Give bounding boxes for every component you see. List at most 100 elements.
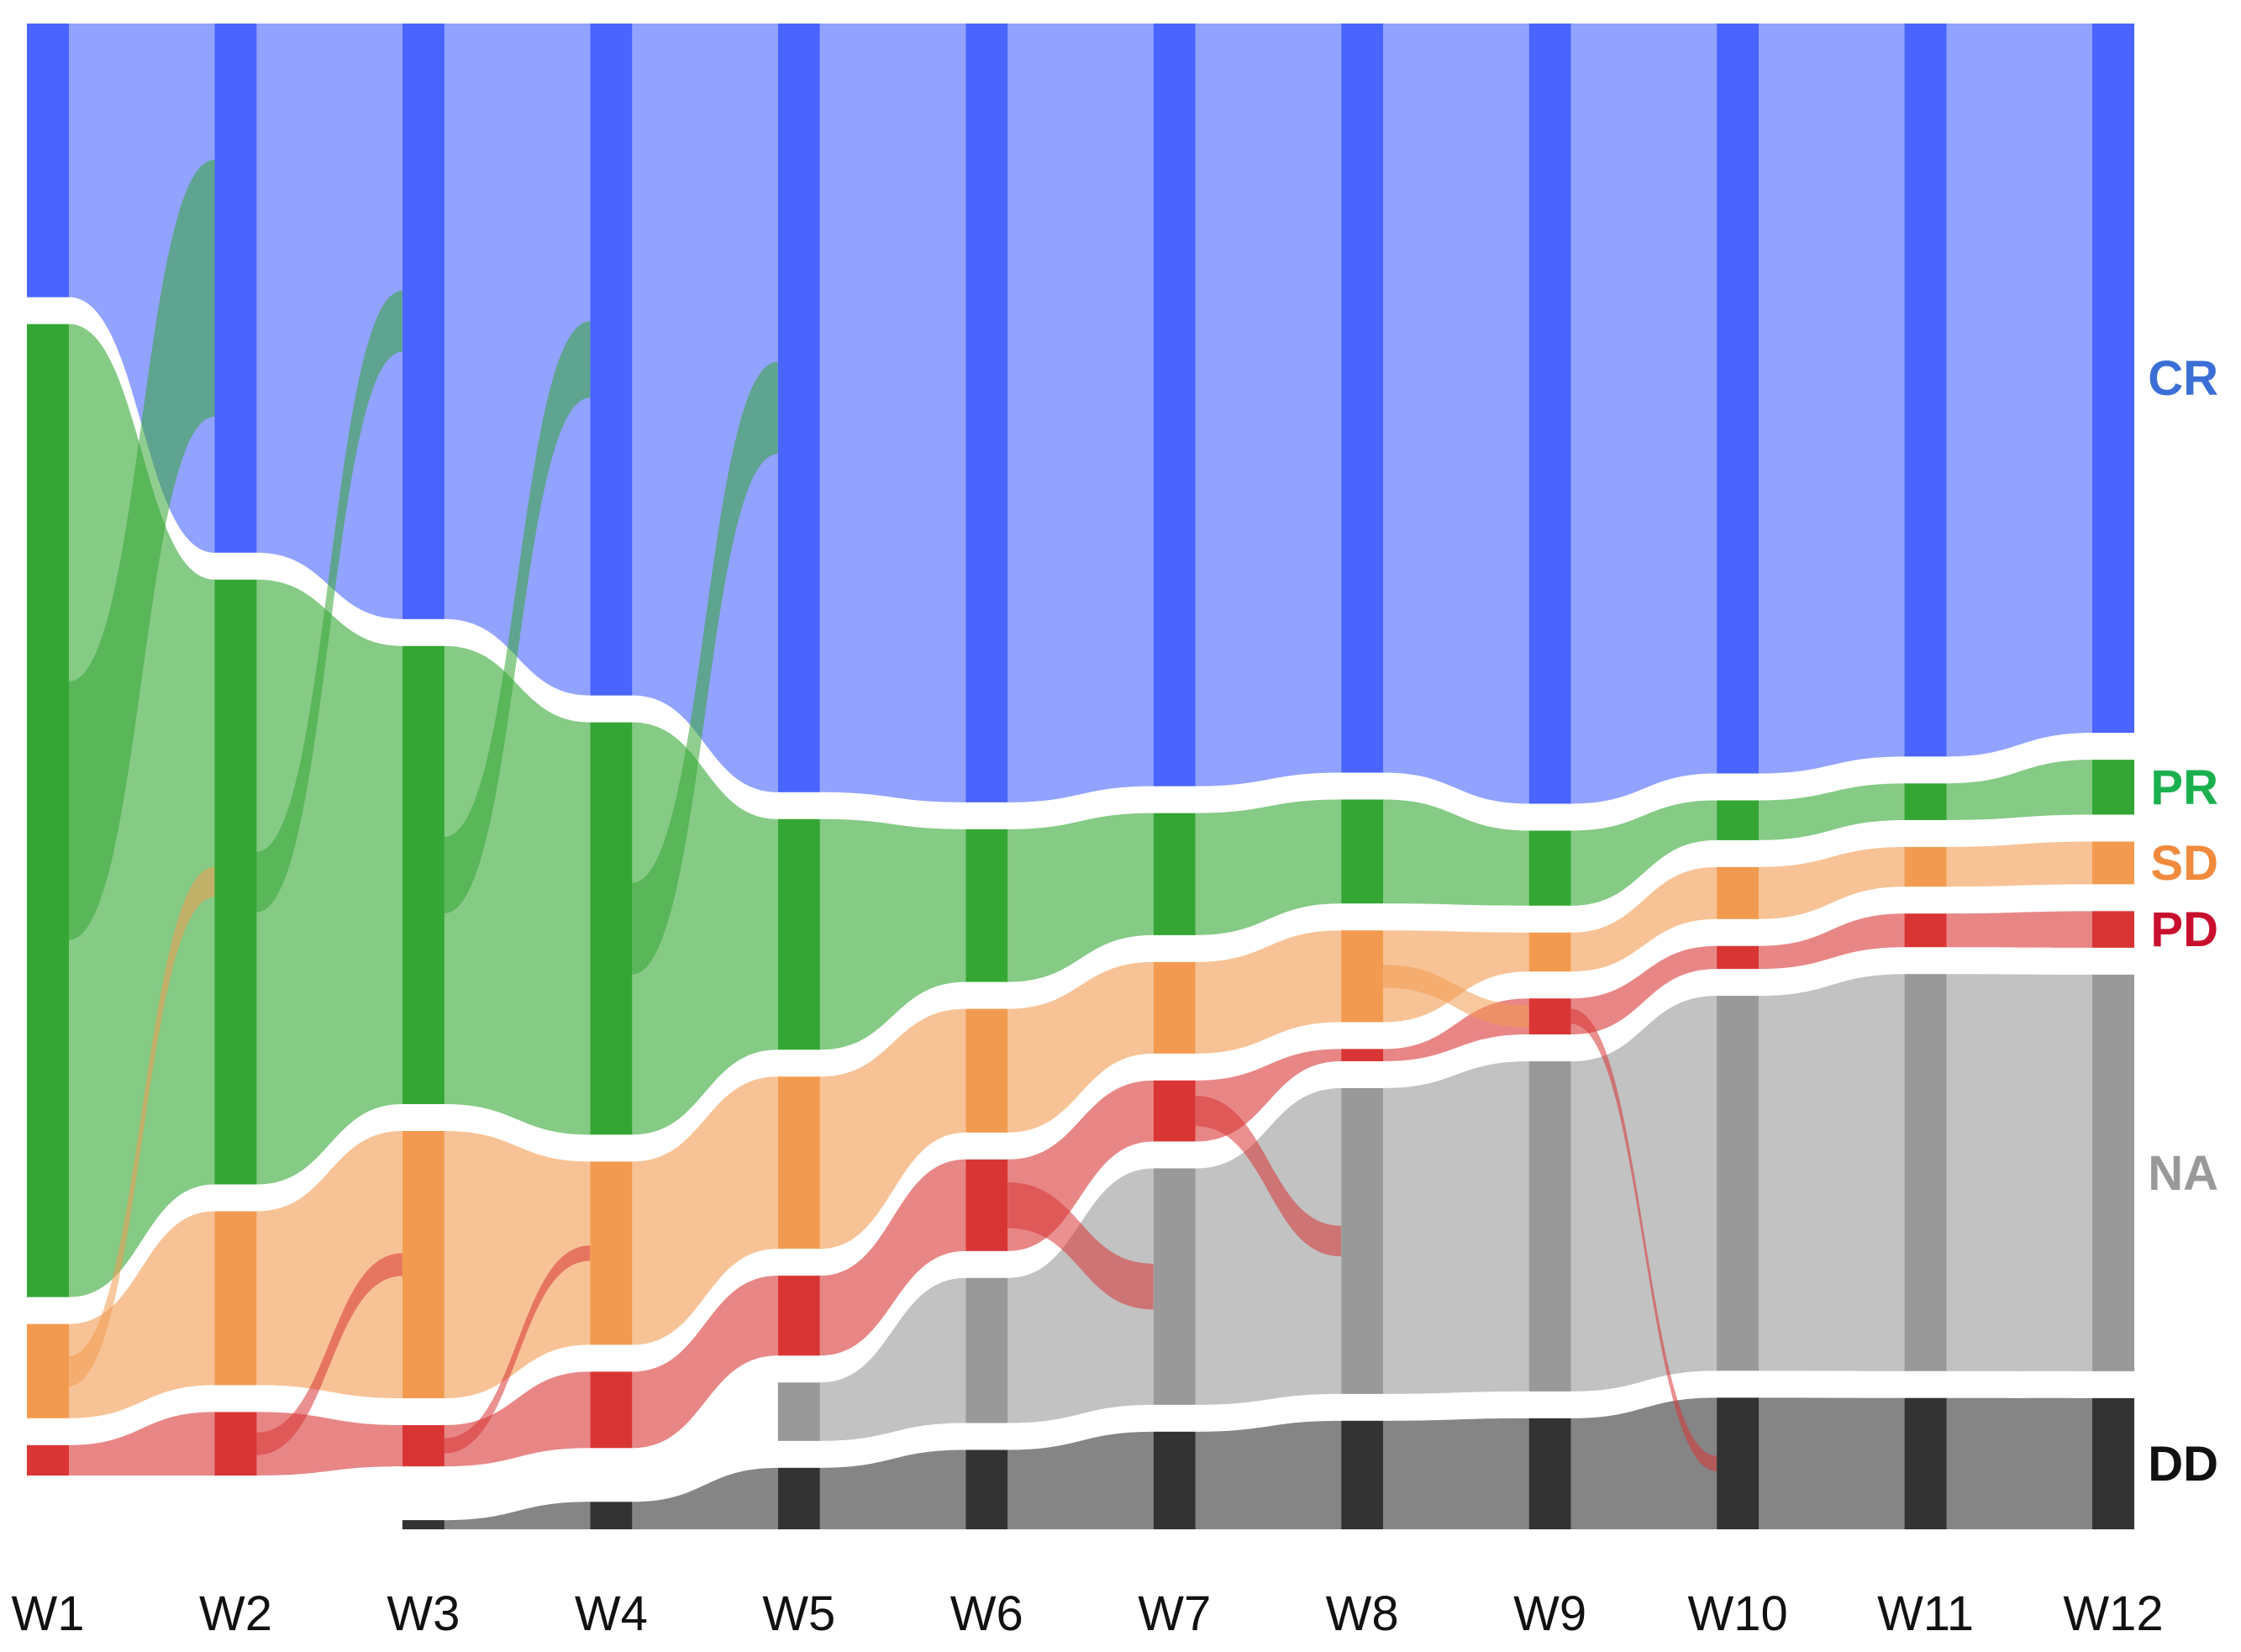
node-cr-w6 (965, 24, 1008, 802)
state-label-pd: PD (2150, 902, 2218, 957)
band-pd-w5 (819, 1159, 966, 1356)
node-pd-w8 (1341, 1049, 1384, 1061)
band-pr-w7 (1195, 799, 1342, 935)
flow-pd-to-dd-w9 (1570, 1008, 1718, 1471)
band-pr-w6 (1007, 813, 1154, 982)
band-sd-w7 (1195, 930, 1342, 1054)
node-sd-w3 (402, 1130, 445, 1399)
flow-pr-to-cr-w1 (69, 159, 215, 940)
node-pd-w4 (590, 1371, 633, 1449)
node-pd-w6 (965, 1159, 1008, 1251)
band-pr-w11 (1946, 760, 2092, 820)
node-dd-w8 (1341, 1420, 1384, 1529)
node-na-w11 (1904, 974, 1947, 1371)
band-pr-w3 (444, 645, 591, 1135)
week-label-w10: W10 (1687, 1586, 1787, 1641)
state-label-pr: PR (2150, 760, 2218, 815)
node-pd-w7 (1153, 1080, 1196, 1142)
node-cr-w2 (214, 24, 257, 553)
node-sd-w10 (1717, 866, 1760, 919)
state-label-cr: CR (2148, 351, 2218, 406)
band-pr-w1 (69, 324, 215, 1297)
band-cr-w5 (819, 24, 966, 802)
node-cr-w1 (27, 24, 69, 297)
node-dd-w5 (777, 1467, 820, 1529)
band-sd-w11 (1946, 841, 2092, 887)
node-dd-w6 (965, 1449, 1008, 1529)
node-pd-w2 (214, 1412, 257, 1476)
week-label-w3: W3 (387, 1586, 460, 1641)
node-sd-w1 (27, 1323, 69, 1418)
flow-pd-to-na-w6 (1007, 1182, 1154, 1310)
state-label-sd: SD (2150, 836, 2218, 891)
band-cr-w4 (632, 24, 778, 792)
week-label-w8: W8 (1326, 1586, 1399, 1641)
band-na-w6 (1007, 1168, 1154, 1423)
node-cr-w11 (1904, 24, 1947, 757)
node-pr-w7 (1153, 813, 1196, 935)
node-pd-w11 (1904, 913, 1947, 948)
flow-pr-to-cr-w4 (632, 361, 778, 975)
node-pr-w3 (402, 645, 445, 1104)
band-sd-w1 (69, 1211, 215, 1418)
node-dd-w9 (1528, 1418, 1571, 1529)
node-na-w5 (777, 1382, 820, 1441)
node-pd-w9 (1528, 998, 1571, 1035)
node-dd-w7 (1153, 1431, 1196, 1529)
node-sd-w5 (777, 1076, 820, 1250)
week-label-w1: W1 (12, 1586, 85, 1641)
band-cr-w9 (1570, 24, 1718, 804)
node-pr-w1 (27, 324, 69, 1297)
band-cr-w6 (1007, 24, 1154, 802)
node-sd-w7 (1153, 961, 1196, 1054)
band-dd-w11 (1946, 1397, 2092, 1529)
band-na-w8 (1383, 1061, 1529, 1394)
flow-pd-to-na-w7 (1195, 1095, 1342, 1257)
band-pr-w4 (632, 722, 778, 1135)
band-dd-w8 (1383, 1418, 1529, 1529)
node-sd-w8 (1341, 930, 1384, 1023)
band-pd-w4 (632, 1276, 778, 1449)
node-pd-w5 (777, 1276, 820, 1356)
node-pr-w4 (590, 722, 633, 1135)
node-pr-w12 (2092, 760, 2134, 815)
node-cr-w4 (590, 24, 633, 696)
band-sd-w2 (256, 1130, 402, 1399)
band-pd-w3 (444, 1371, 591, 1467)
band-dd-w6 (1007, 1431, 1154, 1529)
band-sd-w4 (632, 1076, 778, 1345)
node-sd-w9 (1528, 932, 1571, 972)
band-na-w7 (1195, 1087, 1342, 1405)
node-pr-w11 (1904, 783, 1947, 820)
week-label-w6: W6 (950, 1586, 1023, 1641)
band-dd-w4 (632, 1467, 778, 1529)
flow-layer (69, 24, 2092, 1529)
band-pd-w9 (1570, 945, 1718, 1035)
node-dd-w12 (2092, 1397, 2134, 1529)
band-pr-w8 (1383, 799, 1529, 906)
node-pr-w5 (777, 818, 820, 1050)
week-label-w5: W5 (762, 1586, 835, 1641)
band-na-w11 (1946, 974, 2092, 1371)
node-na-w7 (1153, 1168, 1196, 1405)
node-dd-w3 (402, 1520, 445, 1529)
band-pd-w11 (1946, 911, 2092, 948)
band-cr-w3 (444, 24, 591, 696)
band-na-w5 (819, 1277, 966, 1441)
node-pr-w10 (1717, 800, 1760, 840)
node-na-w9 (1528, 1061, 1571, 1392)
node-na-w12 (2092, 974, 2134, 1371)
node-sd-w2 (214, 1211, 257, 1386)
node-pd-w10 (1717, 945, 1760, 970)
band-cr-w7 (1195, 24, 1342, 787)
band-cr-w10 (1759, 24, 1905, 774)
node-pd-w1 (27, 1444, 69, 1476)
node-cr-w12 (2092, 24, 2134, 734)
week-label-w9: W9 (1513, 1586, 1586, 1641)
week-label-w12: W12 (2063, 1586, 2163, 1641)
node-dd-w4 (590, 1502, 633, 1529)
node-pr-w2 (214, 579, 257, 1185)
band-sd-w5 (819, 1008, 966, 1250)
week-label-w7: W7 (1138, 1586, 1211, 1641)
node-sd-w11 (1904, 846, 1947, 887)
